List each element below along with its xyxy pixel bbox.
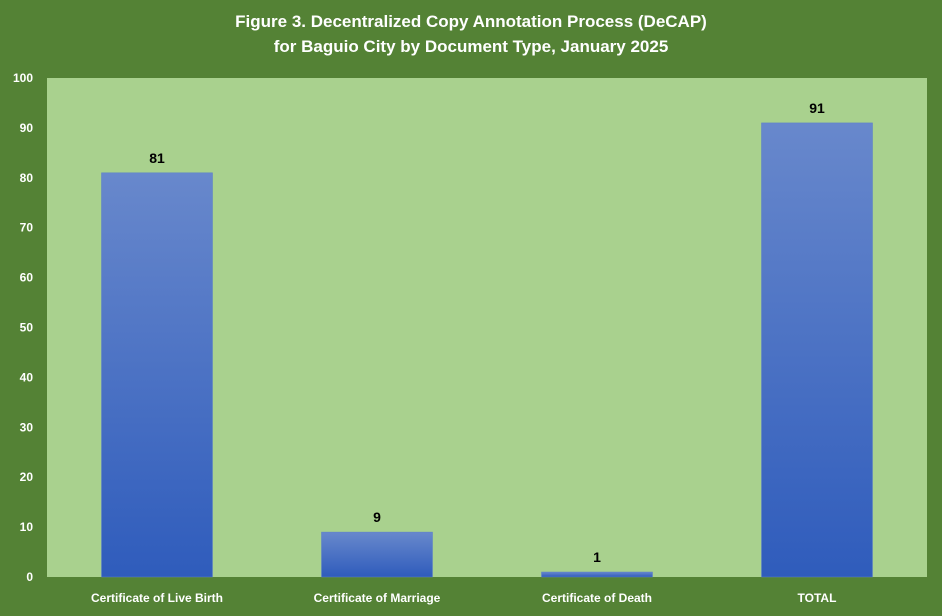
data-label: 91 (809, 100, 825, 116)
y-tick-label: 30 (20, 420, 34, 434)
y-tick-label: 80 (20, 171, 34, 185)
bar (321, 531, 433, 578)
x-tick-label: Certificate of Death (542, 591, 652, 605)
x-tick-label: Certificate of Live Birth (91, 591, 223, 605)
y-tick-label: 10 (20, 520, 34, 534)
y-tick-label: 50 (20, 321, 34, 335)
x-tick-label: Certificate of Marriage (314, 591, 441, 605)
x-tick-label: TOTAL (798, 591, 837, 605)
chart-title: Figure 3. Decentralized Copy Annotation … (235, 12, 707, 31)
data-label: 81 (149, 150, 165, 166)
bar (101, 172, 213, 578)
bar (541, 571, 653, 578)
y-tick-label: 60 (20, 271, 34, 285)
bar (761, 122, 873, 578)
y-tick-label: 100 (13, 71, 33, 85)
y-tick-label: 0 (26, 570, 33, 584)
chart-subtitle: for Baguio City by Document Type, Januar… (273, 37, 669, 56)
y-tick-label: 90 (20, 121, 34, 135)
data-label: 9 (373, 509, 381, 525)
data-label: 1 (593, 549, 601, 565)
y-tick-label: 20 (20, 470, 34, 484)
y-tick-label: 40 (20, 370, 34, 384)
y-tick-label: 70 (20, 221, 34, 235)
